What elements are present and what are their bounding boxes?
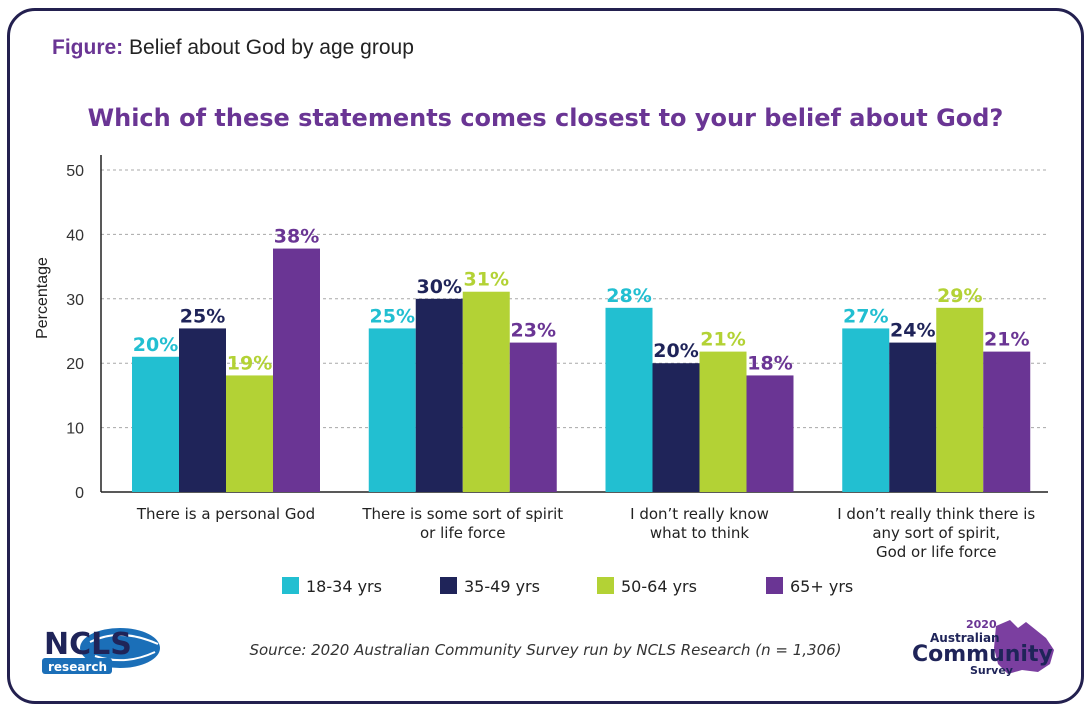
y-tick-label: 40 xyxy=(66,227,84,244)
chart-title: Which of these statements comes closest … xyxy=(87,104,1004,132)
data-label: 29% xyxy=(937,285,982,307)
legend-label: 65+ yrs xyxy=(790,577,853,596)
y-tick-label: 0 xyxy=(75,485,84,502)
x-tick-label: There is a personal God xyxy=(136,505,315,523)
bar xyxy=(415,298,463,492)
data-label: 25% xyxy=(180,305,225,327)
y-tick-label: 50 xyxy=(66,163,84,180)
data-label: 18% xyxy=(747,352,792,374)
x-tick-label: or life force xyxy=(420,524,506,542)
bar xyxy=(842,328,890,492)
figure-title: Figure: Belief about God by age group xyxy=(52,36,414,60)
acs-line1: Australian xyxy=(930,631,1000,645)
bar xyxy=(368,328,416,492)
bar xyxy=(699,351,747,492)
x-tick-label: I don’t really think there is xyxy=(837,505,1035,523)
bar xyxy=(605,307,653,492)
ncls-wordmark: NCLS xyxy=(44,627,132,662)
legend-swatch xyxy=(597,577,614,594)
data-label: 21% xyxy=(700,329,745,351)
acs-line2: Community xyxy=(912,642,1053,667)
legend-label: 50-64 yrs xyxy=(621,577,697,596)
legend-label: 18-34 yrs xyxy=(306,577,382,596)
bar xyxy=(226,375,273,492)
data-label: 27% xyxy=(843,305,888,327)
australia-map-shape xyxy=(994,620,1054,674)
data-label: 21% xyxy=(984,329,1029,351)
bar xyxy=(509,342,557,492)
legend-swatch xyxy=(282,577,299,594)
data-label: 30% xyxy=(417,276,462,298)
legend-swatch xyxy=(766,577,783,594)
acs-survey-logo: 2020 Australian Community Survey xyxy=(912,618,1054,677)
data-label: 19% xyxy=(227,352,272,374)
x-tick-label: There is some sort of spirit xyxy=(361,505,563,523)
x-tick-label: any sort of spirit, xyxy=(872,524,1000,542)
acs-year: 2020 xyxy=(966,618,997,631)
bar xyxy=(652,363,700,492)
source-note: Source: 2020 Australian Community Survey… xyxy=(249,641,842,659)
bar xyxy=(983,351,1031,492)
ncls-subtitle: research xyxy=(48,660,107,674)
y-tick-label: 30 xyxy=(66,292,84,309)
legend-label: 35-49 yrs xyxy=(464,577,540,596)
y-axis-label: Percentage xyxy=(34,257,51,339)
y-tick-label: 10 xyxy=(66,421,84,438)
bar xyxy=(936,307,984,492)
bar xyxy=(889,342,937,492)
ncls-research-logo: NCLS research xyxy=(42,627,160,674)
data-label: 28% xyxy=(606,285,651,307)
x-tick-label: God or life force xyxy=(876,543,997,561)
data-label: 24% xyxy=(890,320,935,342)
figure-title-text: Belief about God by age group xyxy=(129,36,414,59)
bar xyxy=(462,291,510,492)
y-tick-label: 20 xyxy=(66,356,84,373)
acs-line3: Survey xyxy=(970,664,1013,677)
x-tick-label: what to think xyxy=(650,524,750,542)
data-label: 20% xyxy=(653,340,698,362)
data-label: 23% xyxy=(511,320,556,342)
data-label: 25% xyxy=(370,305,415,327)
x-tick-label: I don’t really know xyxy=(630,505,769,523)
bar xyxy=(273,248,320,492)
bar xyxy=(746,375,794,492)
data-label: 31% xyxy=(464,269,509,291)
legend-swatch xyxy=(440,577,457,594)
bar xyxy=(132,356,179,492)
figure-prefix: Figure: xyxy=(52,36,124,59)
bar xyxy=(179,328,226,492)
data-label: 38% xyxy=(274,226,319,248)
data-label: 20% xyxy=(133,334,178,356)
